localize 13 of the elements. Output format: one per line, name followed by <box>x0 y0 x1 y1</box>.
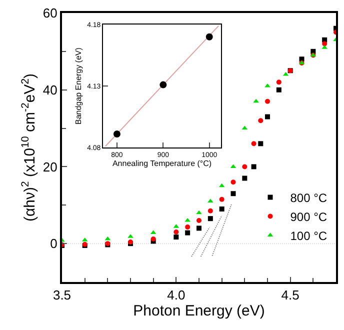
x-tick-label: 4.0 <box>167 288 186 303</box>
x-tick-label: 4.5 <box>281 288 300 303</box>
legend-label: 100 °C <box>290 228 328 243</box>
y-tick-label: 0 <box>50 236 58 252</box>
y-tick-label: 40 <box>42 82 58 98</box>
legend-label: 900 °C <box>290 210 328 224</box>
y-axis-title: Bandgap Energy (eV) <box>74 47 83 124</box>
y-tick-label: 60 <box>42 6 58 21</box>
y-tick-label: 20 <box>42 159 58 174</box>
x-axis-title: Annealing Temperature (°C) <box>112 159 212 168</box>
legend-label: 800 °C <box>290 190 328 205</box>
x-axis-title: Photon Energy (eV) <box>133 302 265 320</box>
x-tick-label: 3.5 <box>52 288 72 303</box>
